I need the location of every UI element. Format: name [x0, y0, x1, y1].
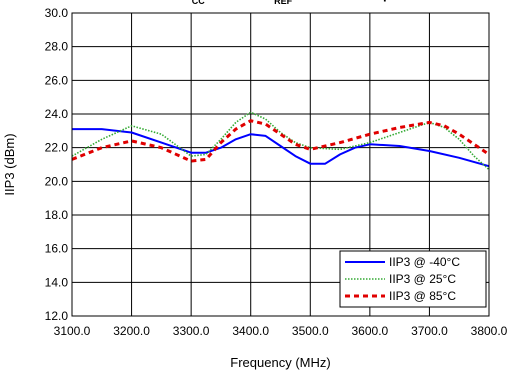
- x-tick-label: 3500.0: [292, 324, 329, 338]
- x-tick-label: 3300.0: [173, 324, 210, 338]
- x-tick-label: 3800.0: [471, 324, 508, 338]
- y-tick-label: 14.0: [45, 275, 69, 289]
- plot-frame: [71, 12, 490, 317]
- legend-label: IIP3 @ -40°C: [389, 255, 460, 269]
- y-tick-label: 30.0: [45, 6, 69, 20]
- title-part: CC: [192, 0, 205, 6]
- legend-label: IIP3 @ 85°C: [389, 289, 456, 303]
- series-line-1: [72, 128, 490, 168]
- y-tick-label: 20.0: [45, 174, 69, 188]
- legend: IIP3 @ -40°C IIP3 @ 25°C IIP3 @ 85°C: [339, 250, 487, 308]
- y-tick-label: 16.0: [45, 242, 69, 256]
- y-tick-label: 18.0: [45, 208, 69, 222]
- title-part: V: [183, 0, 192, 2]
- title-part: 3.0V over Temp: [292, 0, 391, 2]
- x-tick-label: 3200.0: [113, 324, 150, 338]
- y-tick-label: 12.0: [45, 309, 69, 323]
- title-part: REF: [274, 0, 293, 6]
- data-series: [71, 111, 490, 171]
- title-part: 3.0V and V: [205, 0, 275, 2]
- legend-label: IIP3 @ 25°C: [389, 272, 456, 286]
- x-tick-label: 3700.0: [411, 324, 448, 338]
- x-axis-title: Frequency (MHz): [230, 355, 330, 370]
- y-axis-ticks: 12.0 14.0 16.0 18.0 20.0 22.0 24.0 26.0 28.0 30.0: [45, 6, 69, 323]
- chart-title: VCC 3.0V and VREF 3.0V over Temp: [183, 0, 391, 6]
- x-axis-ticks: 3100.0 3200.0 3300.0 3400.0 3500.0 3600.0 3700…: [54, 324, 508, 338]
- series-line-3: [71, 119, 490, 163]
- y-tick-label: 22.0: [45, 141, 69, 155]
- y-tick-label: 26.0: [45, 73, 69, 87]
- x-tick-label: 3600.0: [352, 324, 389, 338]
- y-tick-label: 24.0: [45, 107, 69, 121]
- y-axis-title: IIP3 (dBm): [2, 133, 17, 195]
- grid-lines: [72, 13, 489, 316]
- y-tick-label: 28.0: [45, 40, 69, 54]
- x-tick-label: 3400.0: [232, 324, 269, 338]
- x-tick-label: 3100.0: [54, 324, 91, 338]
